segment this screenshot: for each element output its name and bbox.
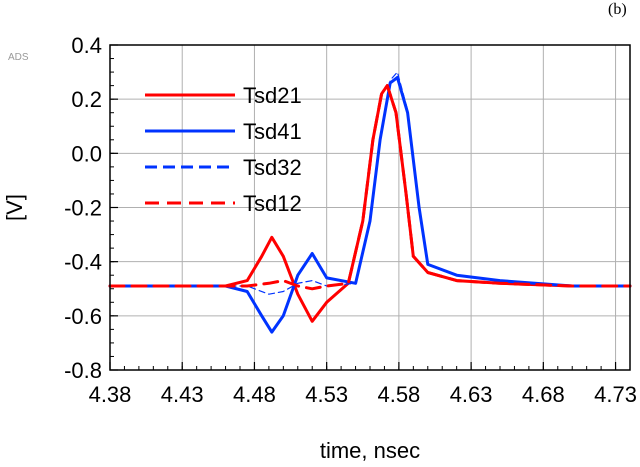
x-tick-label: 4.68 — [522, 382, 565, 407]
series-line-tsd32 — [109, 71, 631, 295]
x-tick-label: 4.48 — [233, 382, 276, 407]
x-tick-label: 4.63 — [450, 382, 493, 407]
x-tick-label: 4.58 — [377, 382, 420, 407]
panel-label: (b) — [608, 1, 627, 18]
x-tick-label: 4.53 — [305, 382, 348, 407]
y-tick-label: 0.2 — [71, 87, 102, 112]
corner-label: ADS — [8, 52, 29, 63]
y-tick-label: -0.8 — [64, 358, 102, 383]
series-lines — [108, 71, 632, 334]
y-tick-label: 0.0 — [71, 141, 102, 166]
legend-label-tsd32: Tsd32 — [243, 155, 302, 180]
legend-label-tsd41: Tsd41 — [243, 119, 302, 144]
x-tick-label: 4.38 — [89, 382, 132, 407]
series-line-tsd12 — [108, 84, 632, 291]
y-tick-label: 0.4 — [71, 33, 102, 58]
x-axis-title: time, nsec — [320, 438, 420, 463]
y-tick-label: -0.4 — [64, 250, 102, 275]
y-tick-label: -0.2 — [64, 196, 102, 221]
plot-frame — [109, 44, 631, 371]
x-tick-label: 4.43 — [161, 382, 204, 407]
grid — [109, 44, 630, 371]
legend-label-tsd12: Tsd12 — [243, 191, 302, 216]
series-line-tsd41 — [108, 76, 632, 334]
x-tick-label: 4.73 — [594, 382, 637, 407]
tick-labels: 4.38 4.43 4.48 4.53 4.58 4.63 4.68 4.73 0.4 0.2 0.… — [64, 33, 637, 407]
y-axis-title: [V] — [2, 194, 27, 221]
legend-label-tsd21: Tsd21 — [243, 83, 302, 108]
y-tick-label: -0.6 — [64, 304, 102, 329]
legend: Tsd21 Tsd41 Tsd32 Tsd12 — [145, 83, 302, 216]
